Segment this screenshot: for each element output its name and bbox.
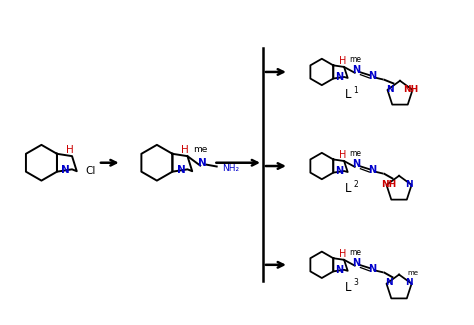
Text: NH: NH — [403, 84, 418, 94]
Text: me: me — [349, 248, 361, 257]
Text: N: N — [353, 258, 361, 268]
Text: NH: NH — [381, 180, 396, 188]
Text: me: me — [193, 145, 208, 154]
Text: 1: 1 — [354, 85, 358, 95]
Text: N: N — [335, 72, 343, 82]
Text: H: H — [338, 150, 346, 160]
Text: N: N — [61, 165, 70, 175]
Text: 3: 3 — [353, 279, 358, 287]
Text: N: N — [353, 65, 361, 75]
Text: N: N — [198, 158, 207, 168]
Text: N: N — [386, 84, 393, 94]
Text: N: N — [335, 166, 343, 176]
Text: L: L — [345, 182, 351, 195]
Text: N: N — [368, 264, 376, 274]
Text: N: N — [406, 180, 413, 188]
Text: me: me — [349, 55, 361, 64]
Text: L: L — [345, 88, 351, 101]
Text: N: N — [385, 279, 392, 287]
Text: 2: 2 — [354, 180, 358, 188]
Text: N: N — [406, 279, 413, 287]
Text: N: N — [353, 160, 361, 170]
Text: Cl: Cl — [85, 166, 96, 176]
Text: N: N — [368, 71, 376, 81]
Text: N: N — [176, 165, 185, 175]
Text: N: N — [368, 165, 376, 175]
Text: L: L — [345, 281, 351, 294]
Text: N: N — [335, 265, 343, 275]
Text: me: me — [349, 149, 361, 158]
Text: NH₂: NH₂ — [222, 164, 239, 173]
Text: me: me — [408, 269, 419, 276]
Text: H: H — [66, 145, 73, 155]
Text: H: H — [338, 56, 346, 66]
Text: H: H — [181, 145, 189, 155]
Text: H: H — [338, 249, 346, 259]
